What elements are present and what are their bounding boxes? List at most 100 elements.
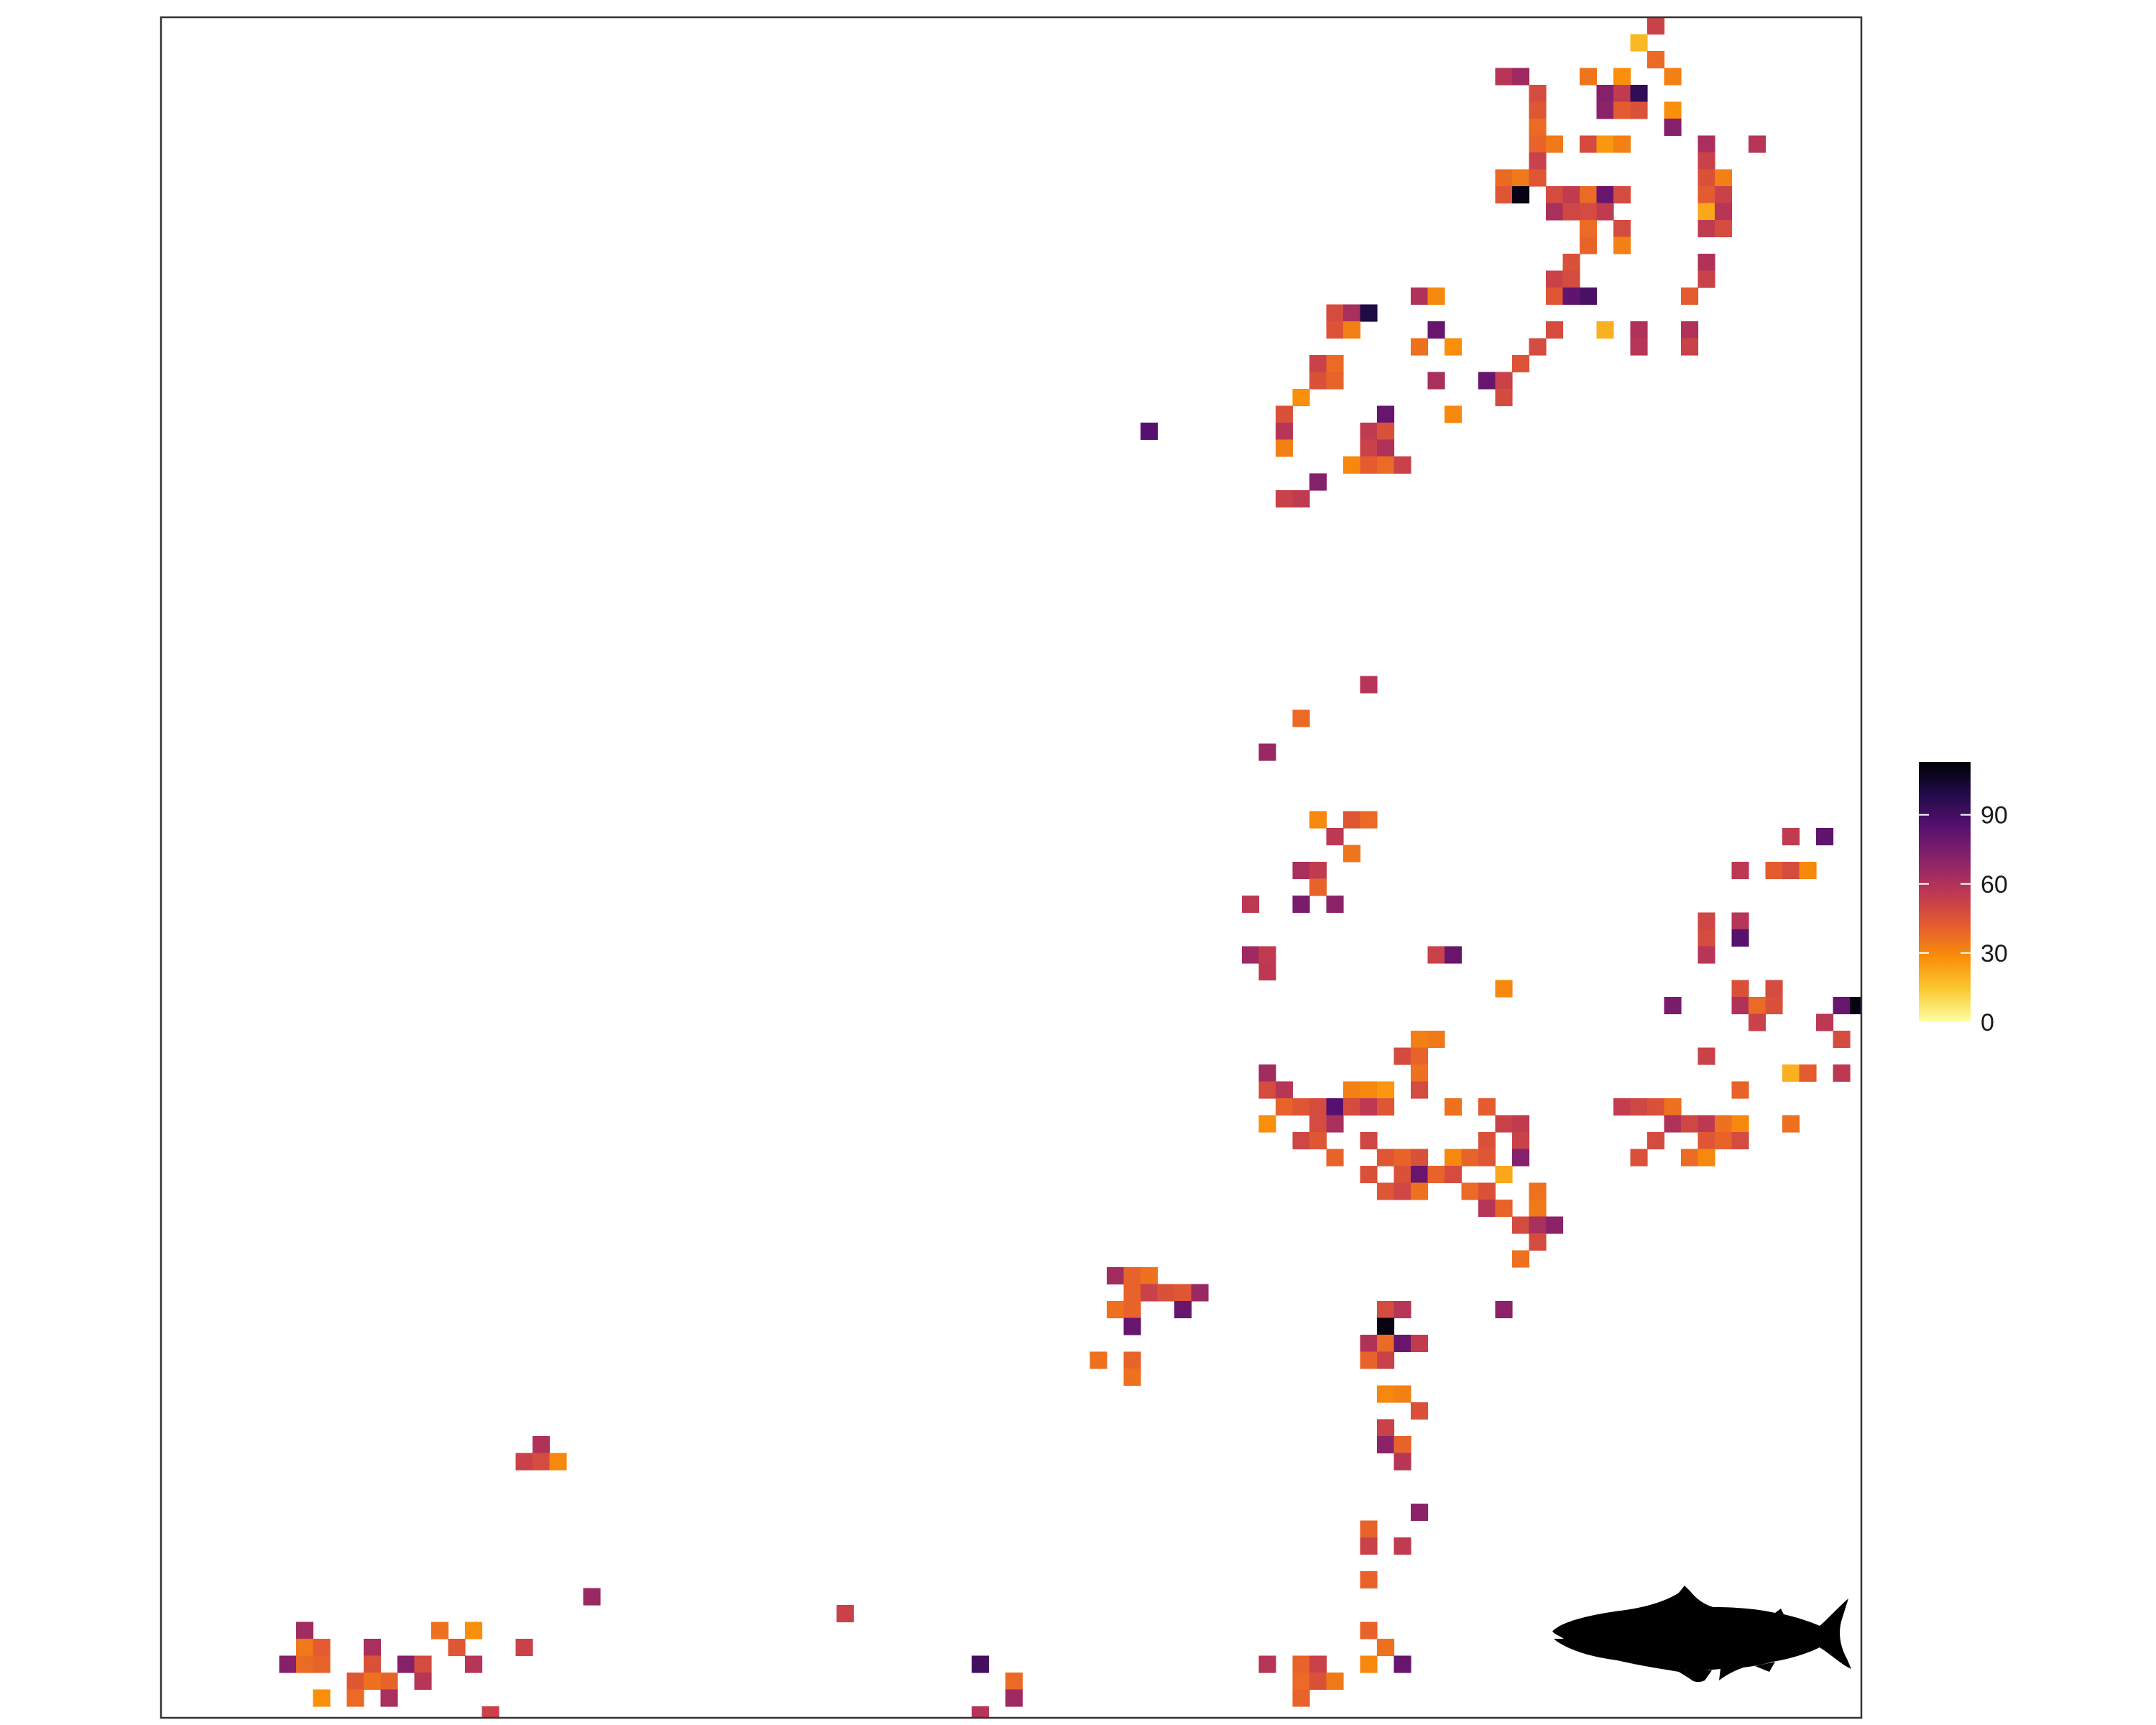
heatmap-cell [1495,1200,1513,1218]
heatmap-cell [1495,1115,1513,1133]
heatmap-cell [1393,1149,1411,1167]
heatmap-cell [1377,1639,1395,1657]
heatmap-cell [1546,186,1564,204]
heatmap-cell [1123,1351,1141,1369]
heatmap-cell [1360,1132,1378,1150]
heatmap-cell [1867,1064,1884,1082]
heatmap-cell [1326,304,1344,322]
heatmap-cell [1731,1115,1749,1133]
heatmap-cell [1562,203,1580,221]
heatmap-cell [1309,1132,1327,1150]
heatmap-cell [1309,878,1327,896]
heatmap-cell [1765,997,1783,1015]
heatmap-cell [1647,51,1665,69]
heatmap-cell [1613,220,1631,238]
heatmap-cell [1309,811,1327,829]
heatmap-cells [279,17,1884,1718]
heatmap-cell [1529,1182,1547,1200]
heatmap-cell [1292,490,1310,508]
heatmap-cell [364,1673,382,1690]
heatmap-cell [1377,1149,1395,1167]
heatmap-cell [1107,1301,1125,1319]
heatmap-cell [1697,135,1715,153]
heatmap-cell [1427,372,1445,390]
heatmap-cell [1512,1250,1530,1268]
heatmap-cell [1445,338,1462,356]
heatmap-cell [1495,1301,1513,1319]
heatmap-cell [1630,85,1648,103]
heatmap-cell [1360,1166,1378,1184]
heatmap-cell [1765,980,1783,998]
heatmap-cell [1731,912,1749,930]
heatmap-cell [465,1622,483,1639]
heatmap-cell [1697,1047,1715,1065]
heatmap-cell [1276,423,1294,441]
heatmap-cell [380,1673,398,1690]
heatmap-cell [1715,1132,1733,1150]
heatmap-cell [1377,1335,1395,1353]
heatmap-cell [1377,1081,1395,1099]
heatmap-cell [1377,456,1395,474]
heatmap-cell [1292,389,1310,407]
heatmap-cell [1411,1166,1429,1184]
heatmap-cell [1529,101,1547,119]
heatmap-cell [1393,1335,1411,1353]
heatmap-cell [1495,169,1513,187]
heatmap-cell [364,1655,382,1673]
heatmap-cell [1664,101,1682,119]
heatmap-cell [1664,1115,1682,1133]
heatmap-cell [1445,1166,1462,1184]
heatmap-cell [1816,828,1834,846]
heatmap-cell [1292,709,1310,727]
heatmap-cell [1427,288,1445,305]
heatmap-cell [1343,811,1361,829]
heatmap-cell [1411,1402,1429,1420]
heatmap-cell [1546,321,1564,339]
heatmap-cell [1580,220,1598,238]
heatmap-cell [346,1673,364,1690]
heatmap-cell [1630,321,1648,339]
heatmap-cell [1495,372,1513,390]
heatmap-cell [1393,1182,1411,1200]
heatmap-cell [1377,1436,1395,1454]
heatmap-cell [1343,456,1361,474]
heatmap-cell [1141,1267,1158,1285]
heatmap-cell [1715,169,1733,187]
heatmap-cell [1782,1115,1800,1133]
heatmap-cell [1613,1098,1631,1116]
heatmap-cell [1292,862,1310,880]
heatmap-cell [1647,1098,1665,1116]
heatmap-cell [1326,1115,1344,1133]
heatmap-cell [296,1655,314,1673]
heatmap-cell [1867,1014,1884,1031]
heatmap-cell [279,1655,297,1673]
heatmap-cell [1799,862,1817,880]
heatmap-cell [1411,1182,1429,1200]
heatmap-cell [1681,288,1699,305]
heatmap-cell [1174,1301,1192,1319]
heatmap-cell [1749,997,1766,1015]
heatmap-cell [448,1639,466,1657]
heatmap-cell [533,1436,550,1454]
heatmap-cell [1276,1098,1294,1116]
heatmap-cell [380,1689,398,1707]
colorbar-tick-label: 60 [1981,871,2008,898]
heatmap-cell [1377,1182,1395,1200]
heatmap-cell [296,1639,314,1657]
heatmap-cell [1799,1064,1817,1082]
heatmap-cell [1749,1013,1766,1031]
heatmap-cell [1411,1149,1429,1167]
heatmap-cell [465,1655,483,1673]
heatmap-cell [1681,1149,1699,1167]
colorbar-tick-label: 30 [1981,940,2008,967]
heatmap-cell [1242,946,1260,964]
heatmap-cell [1478,372,1496,390]
heatmap-cell [1107,1267,1125,1285]
heatmap-cell [1123,1284,1141,1302]
heatmap-cell [515,1639,533,1657]
heatmap-cell [1005,1673,1023,1690]
heatmap-cell [1157,1284,1175,1302]
heatmap-cell [1613,186,1631,204]
heatmap-cell [313,1655,331,1673]
heatmap-cell [1191,1284,1209,1302]
